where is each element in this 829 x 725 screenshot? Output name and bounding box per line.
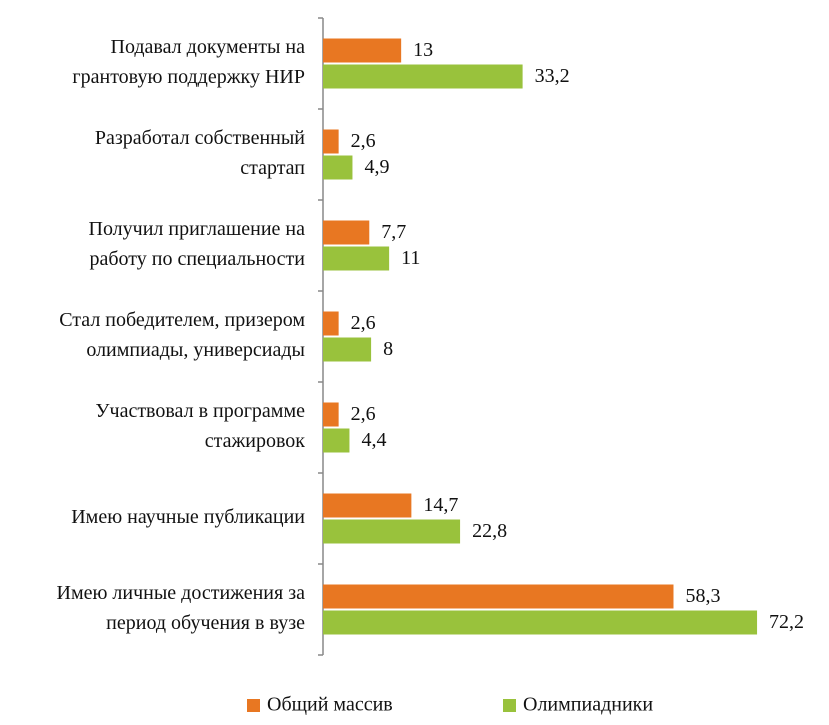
value-label: 11 [401, 247, 420, 269]
legend-swatch [503, 699, 516, 712]
category-label: Имею личные достижения за [57, 582, 306, 604]
category-label: грантовую поддержку НИР [72, 66, 305, 88]
legend-label: Олимпиадники [523, 694, 653, 716]
legend-swatch [247, 699, 260, 712]
bar [323, 64, 523, 89]
category-label: Подавал документы на [111, 36, 306, 58]
bar [323, 220, 370, 245]
value-label: 58,3 [685, 585, 720, 607]
bar [323, 337, 372, 362]
category-label: Стал победителем, призером [59, 309, 305, 331]
bar [323, 129, 339, 154]
bar [323, 38, 402, 63]
bar [323, 402, 339, 427]
value-label: 4,9 [364, 156, 389, 178]
value-label: 2,6 [351, 130, 376, 152]
bar [323, 428, 350, 453]
category-label: Получил приглашение на [89, 218, 306, 240]
category-label: период обучения в вузе [106, 612, 305, 634]
bar [323, 493, 412, 518]
value-label: 4,4 [361, 429, 386, 451]
category-label: Имею научные публикации [71, 506, 305, 528]
value-label: 22,8 [472, 520, 507, 542]
bar [323, 610, 758, 635]
category-label: работу по специальности [89, 248, 305, 270]
value-label: 2,6 [351, 312, 376, 334]
category-label: Участвовал в программе [95, 400, 305, 422]
value-label: 2,6 [351, 403, 376, 425]
bar [323, 246, 390, 271]
bar [323, 155, 353, 180]
value-label: 13 [413, 39, 433, 61]
category-label: олимпиады, универсиады [86, 339, 305, 361]
value-label: 14,7 [423, 494, 458, 516]
bar [323, 584, 674, 609]
category-label: Разработал собственный [95, 127, 305, 149]
value-label: 7,7 [381, 221, 406, 243]
category-label: стажировок [205, 430, 306, 452]
value-label: 33,2 [535, 65, 570, 87]
bar [323, 519, 461, 544]
value-label: 8 [383, 338, 393, 360]
category-label: стартап [240, 157, 305, 179]
value-label: 72,2 [769, 611, 804, 633]
bar [323, 311, 339, 336]
legend-label: Общий массив [267, 694, 393, 716]
